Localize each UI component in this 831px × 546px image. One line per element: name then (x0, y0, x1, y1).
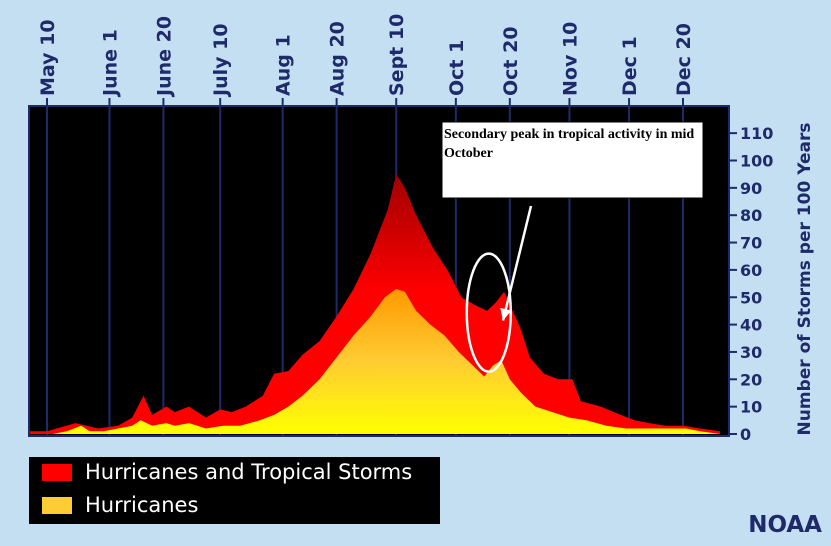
x-tick-label: Sept 10 (386, 14, 408, 96)
x-tick-label: Dec 20 (673, 23, 695, 96)
y-tick-label: 110 (740, 124, 773, 143)
annotation-box (441, 121, 704, 199)
y-tick-label: 80 (740, 206, 762, 225)
legend-swatch-hurricanes (42, 496, 72, 514)
areas (30, 174, 720, 434)
x-tick-label: June 1 (99, 29, 121, 98)
area-storms (30, 174, 720, 434)
legend-item-storms: Hurricanes and Tropical Storms (42, 460, 412, 484)
x-tick-labels: May 10 June 1 June 20 July 10 Aug 1 Aug 20 Sep… (37, 14, 695, 106)
area-hurricanes (30, 289, 720, 434)
y-tick-label: 70 (740, 234, 762, 253)
annotation: Secondary peak in tropical activity in m… (441, 121, 704, 373)
annotation-text-line-1: Secondary peak in tropical activity in m… (444, 127, 694, 142)
y-tick-label: 90 (740, 179, 762, 198)
y-tick-label: 60 (740, 261, 762, 280)
x-tick-label: July 10 (210, 23, 232, 98)
legend: Hurricanes and Tropical Storms Hurricane… (29, 457, 440, 524)
y-tick-label: 10 (740, 398, 762, 417)
x-tick-label: Aug 1 (273, 34, 295, 96)
y-tick-label: 0 (740, 425, 751, 444)
legend-swatch-storms (42, 463, 72, 481)
legend-label-hurricanes: Hurricanes (85, 493, 199, 517)
x-tick-label: May 10 (37, 19, 59, 96)
annotation-arrow (501, 205, 533, 321)
plot-frame (28, 105, 730, 437)
annotation-arrowhead (500, 307, 512, 321)
y-axis: 0 10 20 30 40 50 60 70 80 90 100 110 (729, 124, 773, 444)
credit-text: NOAA (748, 512, 822, 538)
y-tick-label: 20 (740, 370, 762, 389)
y-tick-label: 40 (740, 316, 762, 335)
x-tick-label: June 20 (153, 16, 175, 98)
legend-item-hurricanes: Hurricanes (42, 493, 198, 517)
y-tick-label: 100 (740, 152, 773, 171)
y-tick-label: 50 (740, 288, 762, 307)
legend-label-storms: Hurricanes and Tropical Storms (85, 460, 413, 484)
x-tick-label: Oct 20 (500, 26, 522, 96)
x-tick-label: Dec 1 (619, 36, 641, 96)
annotation-text-line-2: October (444, 146, 493, 161)
y-axis-label: Number of Storms per 100 Years (795, 123, 815, 436)
annotation-ellipse (465, 252, 513, 373)
x-tick-label: Nov 10 (559, 22, 581, 96)
y-tick-label: 30 (740, 343, 762, 362)
x-tick-label: Oct 1 (446, 40, 468, 96)
x-tick-label: Aug 20 (327, 21, 349, 96)
